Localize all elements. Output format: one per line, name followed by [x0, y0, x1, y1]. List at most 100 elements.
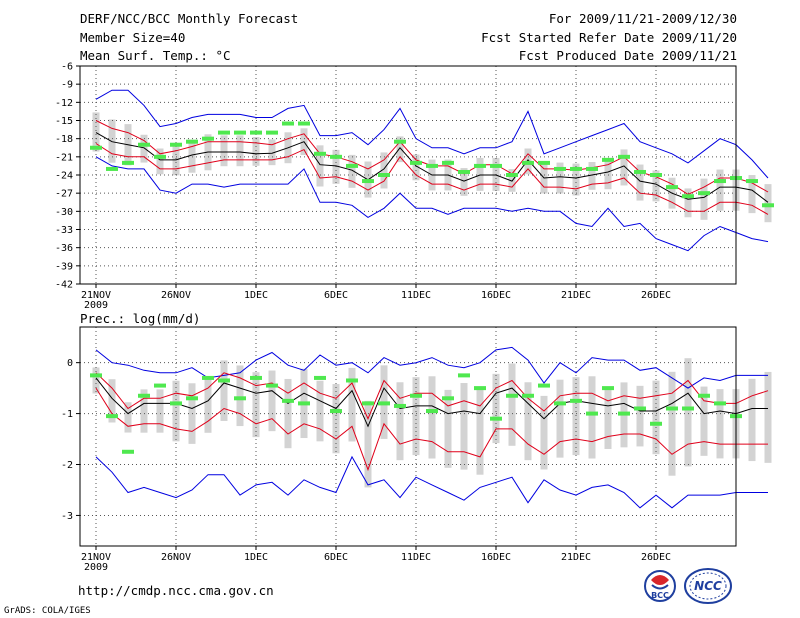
spread-bar [444, 389, 452, 468]
minus-sd-line [95, 143, 769, 215]
ensemble-mean-line [95, 132, 769, 203]
y-tick-label: -6 [61, 62, 73, 73]
spread-bar [220, 135, 228, 167]
x-tick-label: 6DEC [324, 552, 348, 563]
observation-marker [170, 401, 182, 406]
observation-marker [714, 401, 726, 406]
observation-marker [234, 130, 246, 135]
observation-marker [122, 160, 134, 165]
spread-bar [460, 168, 468, 196]
observation-marker [138, 393, 150, 398]
observation-marker [474, 163, 486, 168]
observation-marker [314, 375, 326, 380]
spread-bar [684, 358, 692, 467]
observation-marker [426, 409, 438, 414]
y-tick-label: -3 [61, 511, 73, 522]
spread-bar [492, 373, 500, 444]
y-tick-label: -18 [55, 134, 73, 145]
observation-marker [122, 449, 134, 454]
observation-marker [234, 396, 246, 401]
spread-bar [716, 169, 724, 211]
spread-bar [572, 163, 580, 196]
observation-marker [666, 406, 678, 411]
spread-bar [636, 385, 644, 447]
spread-bar [316, 145, 324, 187]
x-tick-label: 1DEC [244, 290, 268, 301]
spread-bar [348, 154, 356, 188]
spread-bar [332, 384, 340, 454]
x-tick-label: 1DEC [244, 552, 268, 563]
observation-marker [522, 393, 534, 398]
observation-marker [618, 411, 630, 416]
spread-bar [620, 149, 628, 186]
x-tick-label: 26NOV [161, 552, 191, 563]
observation-marker [554, 166, 566, 171]
grads-credit: GrADS: COLA/IGES [4, 606, 91, 616]
spread-bar [396, 382, 404, 461]
observation-marker [362, 401, 374, 406]
spread-bar [92, 367, 100, 394]
observation-marker [218, 378, 230, 383]
spread-bar [556, 379, 564, 458]
observation-marker [650, 173, 662, 177]
spread-bar [636, 164, 644, 201]
observation-marker [282, 398, 294, 403]
spread-bar [396, 136, 404, 163]
observation-marker [458, 373, 470, 378]
observation-marker [538, 160, 550, 165]
observation-marker [474, 386, 486, 391]
observation-marker [266, 130, 278, 135]
spread-bar [412, 154, 420, 181]
spread-bar [236, 365, 244, 427]
spread-bar [236, 135, 244, 167]
spread-bar [316, 380, 324, 442]
y-tick-label: -1 [61, 409, 73, 420]
x-year-label: 2009 [84, 300, 108, 311]
x-tick-label: 16DEC [481, 290, 511, 301]
y-tick-label: -21 [55, 152, 73, 163]
spread-bar [364, 400, 372, 488]
spread-bar [604, 388, 612, 449]
spread-bar [604, 158, 612, 190]
plot-frame [79, 326, 737, 547]
observation-marker [554, 401, 566, 406]
spread-bar [156, 389, 164, 433]
observation-marker [522, 160, 534, 165]
y-tick-label: -9 [61, 80, 73, 91]
variable-label: Mean Surf. Temp.: °C [80, 48, 231, 63]
observation-marker [586, 411, 598, 416]
spread-bar [188, 139, 196, 173]
observation-marker [250, 130, 262, 135]
observation-marker [698, 191, 710, 196]
observation-marker [218, 130, 230, 135]
spread-bar [556, 162, 564, 194]
spread-bar [380, 152, 388, 189]
observation-marker [362, 179, 374, 184]
y-tick-label: -39 [55, 261, 73, 272]
observation-marker [650, 421, 662, 426]
spread-bar [108, 119, 116, 163]
observation-marker [282, 121, 294, 126]
forecast-produced-date: Fcst Produced Date 2009/11/21 [518, 48, 737, 63]
observation-marker [90, 145, 102, 150]
x-tick-label: 21NOV [81, 290, 111, 301]
x-tick-label: 26DEC [641, 290, 671, 301]
observation-marker [90, 373, 102, 378]
spread-bar [124, 402, 132, 433]
y-tick-label: -33 [55, 225, 73, 236]
spread-bar [428, 376, 436, 459]
observation-marker [394, 403, 406, 408]
observation-marker [330, 154, 342, 159]
observation-marker [186, 396, 198, 401]
minus-sd-line [95, 387, 768, 472]
observation-marker [602, 386, 614, 391]
observation-marker [170, 142, 182, 147]
spread-bar [460, 383, 468, 470]
observation-marker [762, 203, 774, 208]
min-line [95, 455, 768, 509]
footer-url[interactable]: http://cmdp.ncc.cma.gov.cn [78, 583, 274, 598]
temperature-panel: -6 -9 -12 -15 -18 -21 -24 -27 -30 -33 -36 -39 -42 21N… [55, 62, 774, 311]
observation-marker [426, 163, 438, 168]
observation-marker [506, 173, 518, 177]
